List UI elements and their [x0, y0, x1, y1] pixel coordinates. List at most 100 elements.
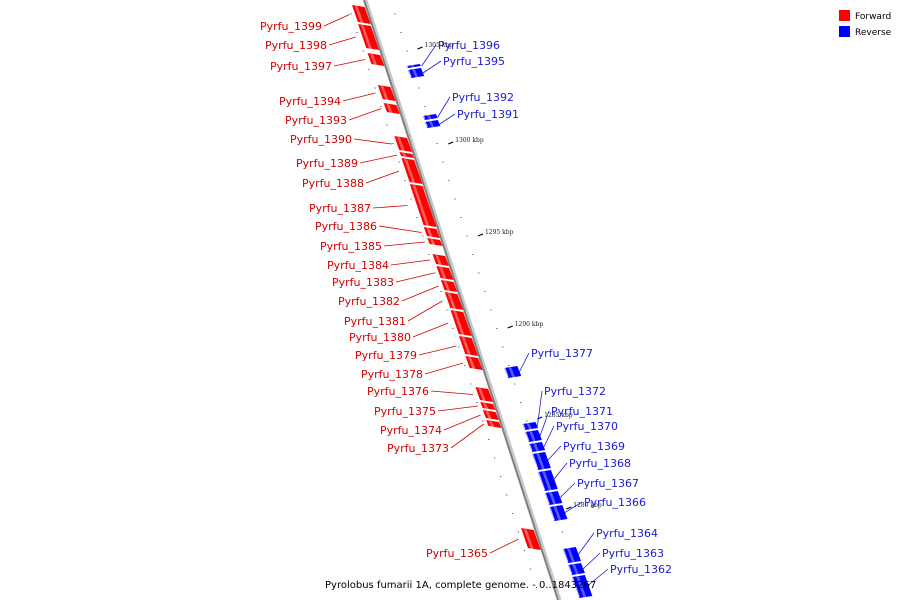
gene-arrow-Pyrfu_1362[interactable]	[571, 574, 593, 598]
gene-label[interactable]: Pyrfu_1362	[610, 563, 672, 576]
gene-arrow-Pyrfu_1383[interactable]	[435, 265, 454, 280]
gene-label[interactable]: Pyrfu_1365	[426, 547, 488, 560]
gene-label[interactable]: Pyrfu_1368	[569, 457, 631, 470]
gene-label[interactable]: Pyrfu_1372	[544, 385, 606, 398]
gene-arrow-Pyrfu_1373[interactable]	[485, 419, 502, 428]
gene-label[interactable]: Pyrfu_1386	[315, 220, 377, 233]
gene-arrow-Pyrfu_1368[interactable]	[537, 469, 558, 491]
label-leader	[353, 138, 393, 145]
gene-label[interactable]: Pyrfu_1363	[602, 547, 664, 560]
gene-label[interactable]: Pyrfu_1389	[296, 157, 358, 170]
gene-label[interactable]: Pyrfu_1388	[302, 177, 364, 190]
tick-label: 1300 kbp	[455, 137, 484, 144]
gene-arrow-Pyrfu_1378[interactable]	[464, 355, 483, 370]
label-leader	[518, 352, 530, 373]
gene-arrow-Pyrfu_1376[interactable]	[474, 386, 493, 402]
label-leader	[537, 390, 543, 427]
legend-forward-swatch	[839, 10, 850, 21]
gene-arrow-Pyrfu_1397[interactable]	[366, 52, 385, 66]
gene-arrow-Pyrfu_1396[interactable]	[406, 63, 421, 68]
label-leader	[333, 59, 366, 67]
gene-label[interactable]: Pyrfu_1392	[452, 91, 514, 104]
gene-label[interactable]: Pyrfu_1379	[355, 349, 417, 362]
gene-label[interactable]: Pyrfu_1375	[374, 405, 436, 418]
gene-arrow-Pyrfu_1390[interactable]	[393, 135, 413, 152]
tick-label: 1290 kbp	[515, 321, 544, 328]
gene-arrow-Pyrfu_1365[interactable]	[520, 527, 541, 550]
label-leader	[342, 92, 376, 102]
gene-arrow-Pyrfu_1385[interactable]	[426, 237, 443, 246]
gene-arrow-Pyrfu_1367[interactable]	[544, 490, 563, 505]
gene-label[interactable]: Pyrfu_1391	[457, 108, 519, 121]
gene-label[interactable]: Pyrfu_1398	[265, 39, 327, 52]
gene-arrow-Pyrfu_1393[interactable]	[382, 102, 400, 114]
gene-label[interactable]: Pyrfu_1395	[443, 55, 505, 68]
gene-arrow-Pyrfu_1377[interactable]	[503, 365, 522, 378]
tick-mark	[566, 506, 572, 510]
label-leader	[437, 405, 479, 412]
label-leader	[365, 170, 400, 184]
gene-arrow-Pyrfu_1374[interactable]	[482, 409, 499, 420]
gene-label[interactable]: Pyrfu_1380	[349, 331, 411, 344]
gene-label[interactable]: Pyrfu_1394	[279, 95, 341, 108]
tick-mark	[448, 141, 454, 145]
label-leader	[418, 345, 457, 356]
gene-arrow-Pyrfu_1370[interactable]	[528, 441, 546, 452]
label-leader	[328, 36, 356, 46]
gene-label[interactable]: Pyrfu_1393	[285, 114, 347, 127]
gene-arrow-Pyrfu_1394[interactable]	[377, 84, 396, 101]
gene-arrow-Pyrfu_1366[interactable]	[548, 504, 568, 521]
gene-arrow-Pyrfu_1387[interactable]	[409, 183, 437, 227]
gene-arrow-Pyrfu_1363[interactable]	[567, 562, 585, 575]
gene-arrow-Pyrfu_1384[interactable]	[431, 253, 450, 266]
gene-arrow-Pyrfu_1388[interactable]	[400, 157, 423, 184]
label-leader	[539, 410, 550, 437]
gene-label[interactable]: Pyrfu_1390	[290, 133, 352, 146]
gene-arrow-Pyrfu_1371[interactable]	[524, 429, 542, 442]
gene-arrow-Pyrfu_1381[interactable]	[444, 291, 464, 310]
gene-label[interactable]: Pyrfu_1371	[551, 405, 613, 418]
label-leader	[559, 482, 576, 499]
gene-label[interactable]: Pyrfu_1376	[367, 385, 429, 398]
gene-label[interactable]: Pyrfu_1387	[309, 202, 371, 215]
label-leader	[489, 538, 519, 554]
gene-label[interactable]: Pyrfu_1381	[344, 315, 406, 328]
gene-arrow-Pyrfu_1382[interactable]	[440, 279, 458, 292]
tick-label: 1285 kbp	[544, 412, 573, 419]
gene-arrow-Pyrfu_1380[interactable]	[449, 309, 472, 336]
gene-arrow-Pyrfu_1395[interactable]	[407, 67, 425, 78]
gene-arrow-Pyrfu_1369[interactable]	[531, 451, 551, 470]
gene-label[interactable]: Pyrfu_1399	[260, 20, 322, 33]
gene-arrow-Pyrfu_1364[interactable]	[562, 546, 582, 563]
gene-arrow-Pyrfu_1375[interactable]	[479, 401, 496, 410]
gene-label[interactable]: Pyrfu_1373	[387, 442, 449, 455]
gene-arrow-Pyrfu_1398[interactable]	[357, 23, 380, 50]
gene-label[interactable]: Pyrfu_1385	[320, 240, 382, 253]
gene-label[interactable]: Pyrfu_1377	[531, 347, 593, 360]
label-leader	[421, 44, 437, 67]
label-leader	[378, 225, 422, 233]
label-leader	[348, 108, 382, 121]
gene-label[interactable]: Pyrfu_1366	[584, 496, 646, 509]
gene-arrow-Pyrfu_1386[interactable]	[423, 226, 440, 238]
genome-caption: Pyrolobus fumarii 1A, complete genome. -…	[325, 580, 596, 591]
gene-arrow-Pyrfu_1372[interactable]	[522, 421, 539, 430]
gene-label[interactable]: Pyrfu_1382	[338, 295, 400, 308]
gene-label[interactable]: Pyrfu_1374	[380, 424, 442, 437]
gene-label[interactable]: Pyrfu_1397	[270, 60, 332, 73]
label-leader	[383, 241, 425, 247]
gene-label[interactable]: Pyrfu_1370	[556, 420, 618, 433]
gene-arrow-Pyrfu_1399[interactable]	[351, 4, 371, 24]
gene-arrow-Pyrfu_1379[interactable]	[458, 335, 479, 356]
gene-label[interactable]: Pyrfu_1364	[596, 527, 658, 540]
gene-label[interactable]: Pyrfu_1369	[563, 440, 625, 453]
gene-arrow-Pyrfu_1389[interactable]	[398, 151, 415, 158]
gene-arrow-Pyrfu_1392[interactable]	[422, 113, 438, 120]
gene-label[interactable]: Pyrfu_1396	[438, 39, 500, 52]
gene-label[interactable]: Pyrfu_1383	[332, 276, 394, 289]
gene-arrow-Pyrfu_1391[interactable]	[424, 119, 441, 128]
gene-label[interactable]: Pyrfu_1384	[327, 259, 389, 272]
gene-label[interactable]: Pyrfu_1367	[577, 477, 639, 490]
gene-label[interactable]: Pyrfu_1378	[361, 368, 423, 381]
label-leader	[586, 568, 609, 587]
